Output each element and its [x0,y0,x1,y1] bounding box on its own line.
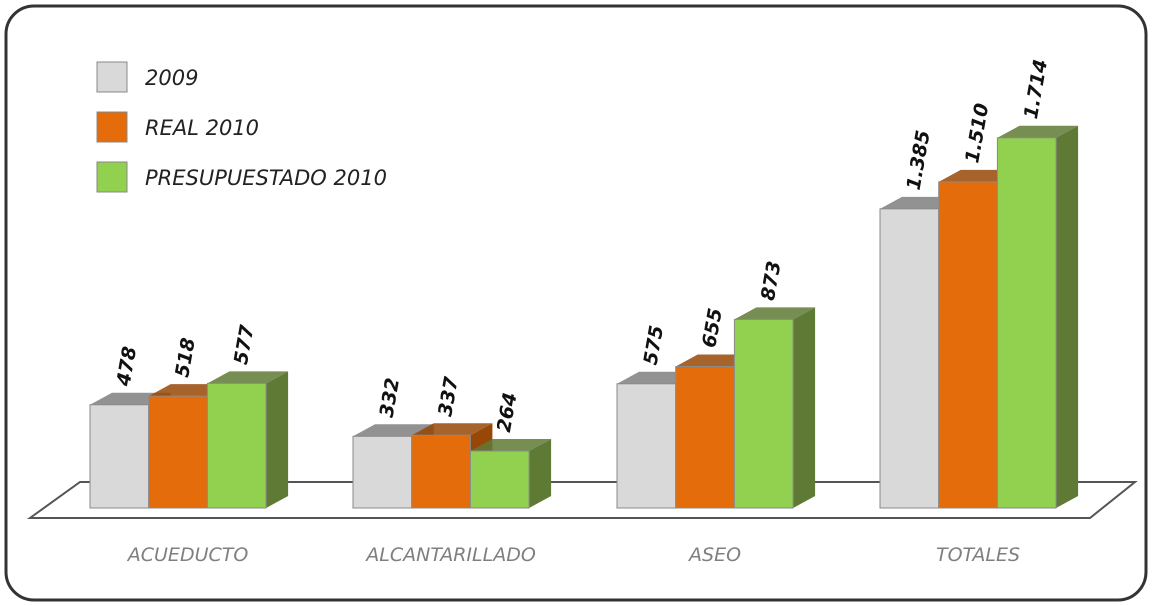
frame [4,4,1148,602]
bar-top [997,125,1079,138]
bar-top [353,424,434,437]
legend-swatch [96,61,128,93]
bar [733,318,794,509]
x-tick-label: ASEO [687,544,741,566]
bar [996,137,1057,509]
x-tick-label: ACUEDUCTO [126,544,249,566]
bar-top [207,371,289,384]
bar [206,382,267,509]
bar [469,450,530,509]
bar [938,181,998,509]
floor [26,481,1138,519]
bar-side [529,438,552,508]
legend-label: PRESUPUESTADO 2010 [145,166,387,190]
bar [89,404,150,509]
bar-top [734,307,816,320]
x-tick-label: ALCANTARILLADO [364,544,536,566]
bar-side [1056,125,1079,508]
legend-label: REAL 2010 [145,116,259,140]
bar [616,383,677,509]
bar-side [793,307,816,508]
bar [352,435,413,509]
x-tick-label: TOTALES [936,544,1020,566]
bar [879,208,940,509]
legend-swatch [96,111,128,143]
legend-label: 2009 [145,66,198,90]
bar [675,366,735,509]
bar-side [266,371,289,508]
bar-top [470,438,552,451]
bar-top [411,423,493,436]
bar [411,434,471,509]
legend-swatch [96,161,128,193]
bar [148,395,208,509]
